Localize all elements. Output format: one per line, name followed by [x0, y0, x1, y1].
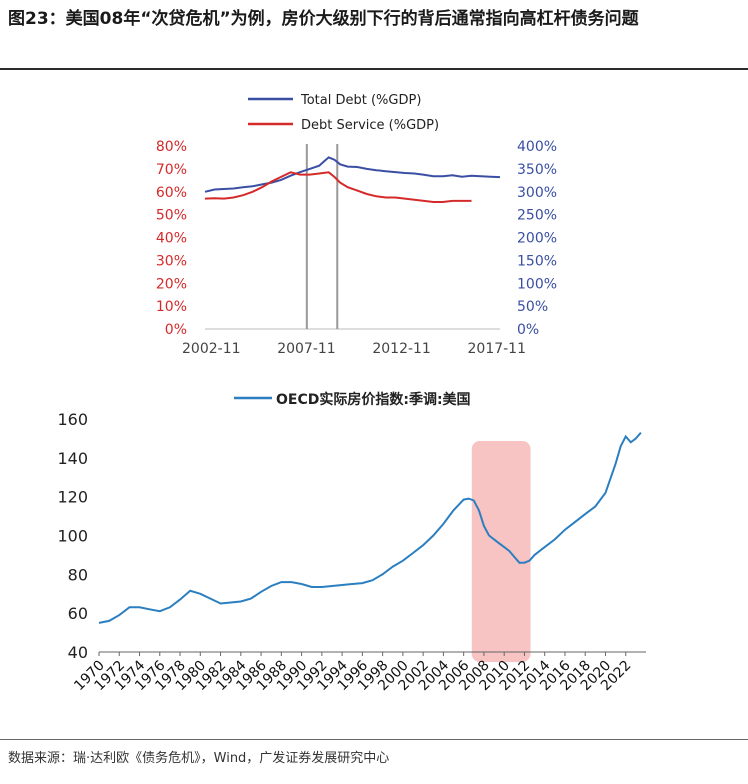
left-tick-label: 40% — [156, 231, 187, 247]
x-tick-label: 2002-11 — [182, 341, 241, 357]
y-tick-label: 120 — [57, 488, 88, 507]
debt-chart: 80% 70% 60% 50% 40% 30% 20% 10% 0% 400% 350% 300% 25… — [156, 93, 557, 357]
x-tick-label: 2012-11 — [372, 341, 431, 357]
house-price-chart: 1601401201008060401970197219741976197819… — [57, 391, 646, 694]
left-tick-label: 30% — [156, 253, 187, 269]
y-tick-label: 60 — [68, 604, 88, 623]
x-tick-label: 2017-11 — [468, 341, 527, 357]
y-tick-label: 40 — [68, 643, 88, 662]
right-tick-label: 100% — [517, 276, 557, 292]
left-tick-label: 60% — [156, 185, 187, 201]
legend-label: OECD实际房价指数:季调:美国 — [276, 391, 471, 408]
right-tick-label: 0% — [517, 322, 539, 338]
left-tick-label: 50% — [156, 208, 187, 224]
title-rule — [0, 68, 748, 70]
left-tick-label: 10% — [156, 299, 187, 315]
oecd-house-price-line — [98, 431, 642, 624]
y-tick-label: 140 — [57, 449, 88, 468]
x-tick-label: 2007-11 — [277, 341, 336, 357]
left-tick-label: 70% — [156, 162, 187, 178]
total-debt-line — [204, 156, 501, 193]
legend-label-0: Total Debt (%GDP) — [300, 93, 421, 108]
y-tick-label: 80 — [68, 565, 88, 584]
crisis-shade — [471, 441, 531, 662]
left-tick-label: 80% — [156, 139, 187, 155]
right-tick-label: 350% — [517, 162, 557, 178]
source-note: 数据来源：瑞·达利欧《债务危机》，Wind，广发证券发展研究中心 — [8, 751, 390, 766]
legend-label-1: Debt Service (%GDP) — [301, 118, 439, 133]
right-tick-label: 200% — [517, 231, 557, 247]
right-tick-label: 250% — [517, 208, 557, 224]
left-tick-label: 20% — [156, 276, 187, 292]
right-tick-label: 50% — [517, 299, 548, 315]
figure-title: 图23：美国08年“次贷危机”为例，房价大级别下行的背后通常指向高杠杆债务问题 — [8, 9, 639, 29]
right-tick-label: 400% — [517, 139, 557, 155]
y-tick-label: 160 — [57, 410, 88, 429]
left-tick-label: 0% — [165, 322, 187, 338]
source-rule — [0, 739, 748, 740]
right-tick-label: 300% — [517, 185, 557, 201]
debt-service-line — [204, 171, 472, 203]
right-tick-label: 150% — [517, 253, 557, 269]
y-tick-label: 100 — [57, 527, 88, 546]
